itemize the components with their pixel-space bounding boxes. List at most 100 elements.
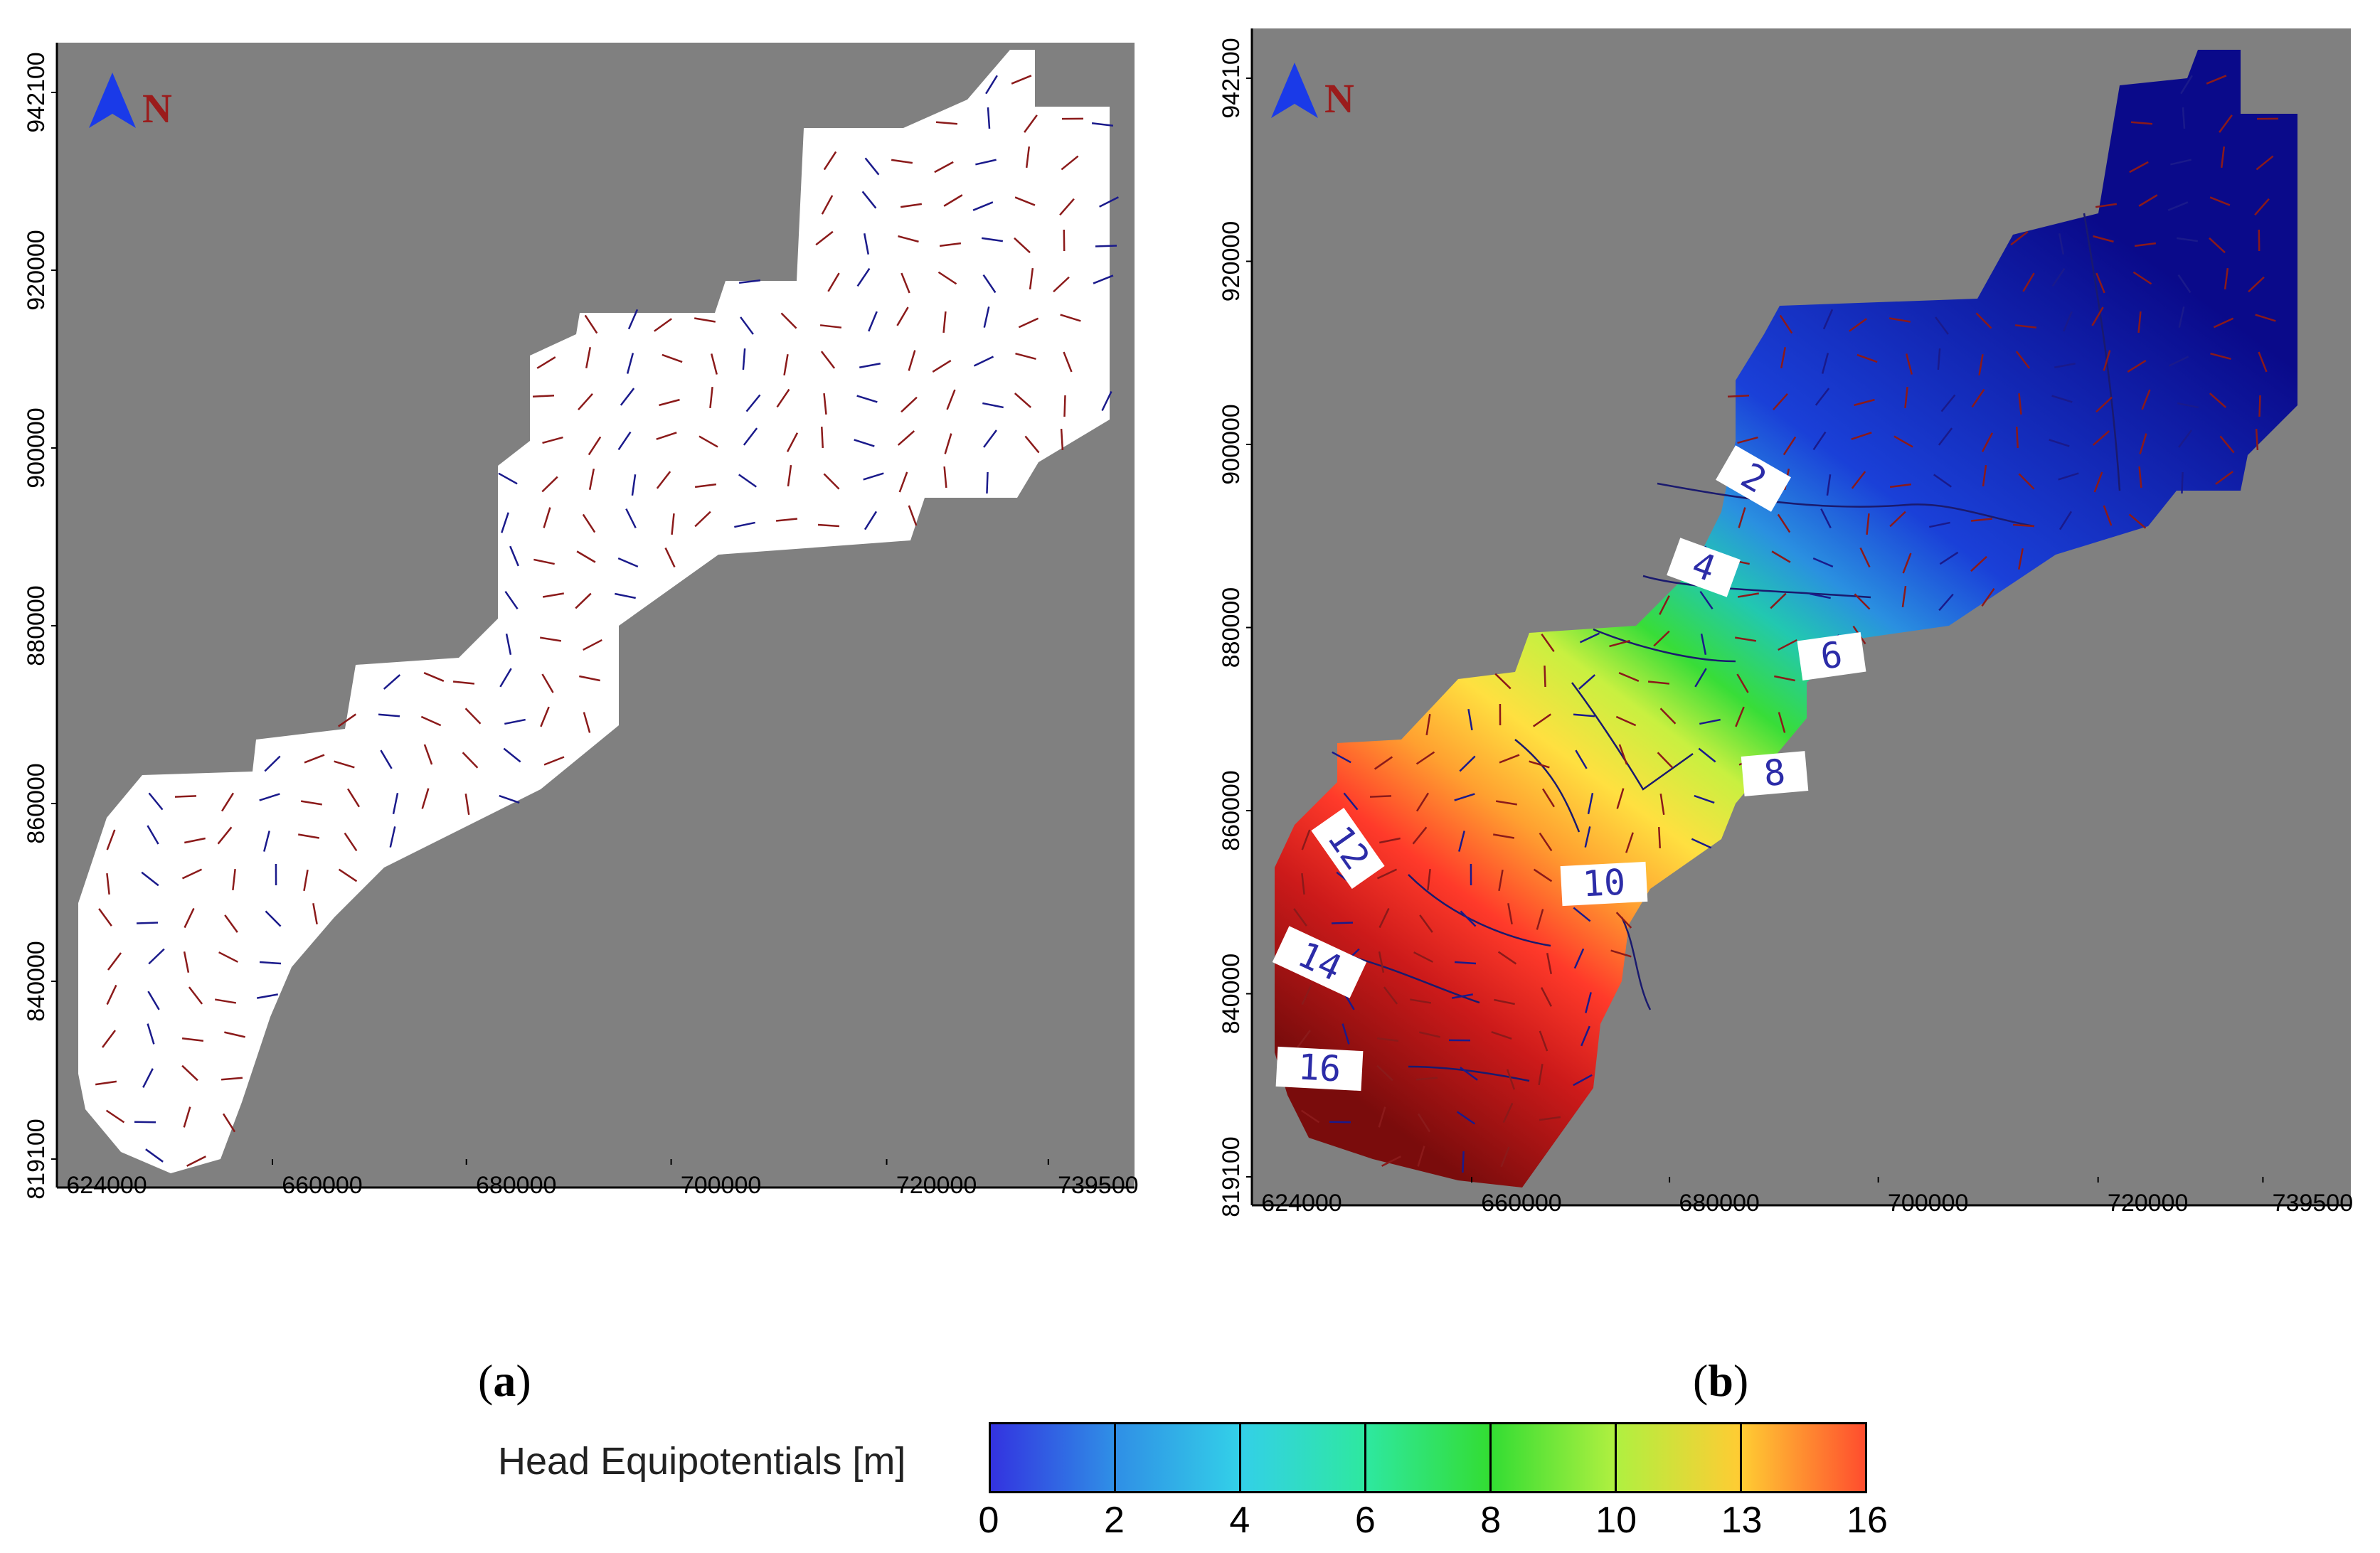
flow-vector (1616, 788, 1625, 809)
flow-vector (864, 511, 878, 530)
flow-vector (98, 908, 112, 927)
flow-vector (532, 395, 555, 397)
y-tick-label: 880000 (23, 585, 50, 666)
flow-vector (939, 242, 962, 247)
flow-vector (1460, 1067, 1478, 1081)
flow-vector (982, 402, 1004, 409)
equipotential-line (1657, 482, 2035, 528)
flow-vector (344, 832, 358, 852)
flow-vector (1859, 547, 1871, 568)
flow-vector (2014, 324, 2037, 329)
y-tick-label: 840000 (1218, 954, 1245, 1034)
flow-vector (462, 752, 479, 769)
flow-vector (1413, 951, 1433, 963)
flow-vector (854, 439, 875, 447)
flow-vector (1500, 1146, 1510, 1168)
flow-vector (1970, 518, 1993, 522)
map-panel-a: 942100 920000 900000 880000 860000 840000 8191… (0, 0, 1152, 1266)
flow-vector (582, 513, 596, 533)
flow-vector (1014, 237, 1031, 254)
flow-vector (1659, 595, 1670, 615)
flow-vector (1735, 706, 1745, 727)
x-tick-label: 660000 (1481, 1190, 1561, 1217)
flow-vector (1851, 471, 1866, 489)
contour-label-4: 4 (1667, 538, 1741, 597)
x-tick-labels-b: 624000 660000 680000 700000 720000 739500 (1251, 1177, 2353, 1217)
flow-vector (583, 639, 602, 651)
flow-vector (1971, 388, 1985, 408)
flow-vector (859, 363, 881, 368)
flow-vector (147, 825, 159, 845)
flow-vector (1734, 636, 1757, 642)
flow-vector (981, 237, 1004, 242)
svg-text:16: 16 (1297, 1046, 1342, 1089)
y-tick-labels-b: 942100 920000 900000 880000 860000 840000 8191… (1218, 38, 1252, 1217)
flow-vector (1412, 826, 1428, 845)
flow-vector (985, 75, 998, 95)
flow-vector (1889, 511, 1906, 528)
flow-vector (1904, 386, 1908, 409)
x-tick-label: 739500 (1058, 1172, 1138, 1199)
flow-vector (107, 952, 122, 971)
flow-vector (2138, 194, 2158, 207)
y-tick-label: 819100 (1218, 1136, 1245, 1217)
map-panel-b: 2 4 6 8 10 12 14 16 942100 920000 900000 880000 860… (1195, 0, 2380, 1266)
flow-vector (900, 203, 923, 208)
flow-vector (944, 433, 952, 454)
flow-vector (1653, 630, 1670, 647)
flow-vector (2224, 267, 2229, 290)
flow-vector (186, 1156, 206, 1167)
flow-vector (1902, 553, 1912, 574)
flow-vector (659, 398, 680, 407)
flow-vector (1938, 427, 1953, 446)
flow-vector (222, 1113, 236, 1133)
flow-vector (1499, 754, 1520, 764)
caption-b: (b) (1693, 1355, 1749, 1406)
legend-tick-label: 2 (1103, 1500, 1125, 1541)
flow-vector (1780, 347, 1787, 368)
flow-vector (2051, 395, 2073, 403)
flow-vector (2206, 75, 2227, 85)
flow-vector (1301, 872, 1305, 895)
y-tick-label: 840000 (23, 941, 50, 1021)
legend-color-cell (1116, 1424, 1241, 1491)
flow-vector (627, 309, 639, 330)
flow-vector (1736, 673, 1749, 693)
flow-vector (346, 788, 361, 808)
flow-vector (1506, 1069, 1516, 1090)
flow-vector (656, 471, 671, 489)
flow-vector (224, 1031, 245, 1038)
y-tick-label: 860000 (1218, 770, 1245, 850)
flow-vector (664, 547, 676, 568)
flow-vector (1467, 709, 1473, 730)
flow-vector (776, 388, 790, 408)
flow-vector (1929, 521, 1950, 528)
flow-vector (1409, 998, 1432, 1004)
flow-vector (1699, 718, 1721, 725)
flow-vector (1538, 1063, 1544, 1086)
flow-vector (1060, 428, 1064, 451)
flow-vector (214, 998, 237, 1004)
flow-vector (2093, 235, 2114, 243)
flow-vector (105, 1109, 125, 1124)
flow-vector (1381, 1156, 1401, 1167)
flow-vector (541, 476, 558, 493)
x-tick-label: 720000 (896, 1172, 977, 1199)
north-arrow-icon (1271, 63, 1318, 118)
legend-color-cell (1617, 1424, 1742, 1491)
flow-vector (232, 868, 236, 891)
equipotential-contours (1337, 213, 2121, 1082)
flow-vector (2177, 274, 2192, 294)
equipotential-line (1571, 682, 1694, 791)
flow-vector (263, 831, 270, 852)
flow-vector (615, 592, 636, 599)
flow-vector (1332, 751, 1351, 764)
flow-vector (2093, 471, 2103, 493)
flow-vector (2170, 159, 2192, 166)
flow-vector (934, 161, 954, 174)
flow-vector (217, 826, 233, 845)
flow-vector (2010, 230, 2029, 246)
flow-vector (1779, 314, 1793, 334)
flow-vector (2132, 271, 2152, 285)
flow-vector (1460, 910, 1477, 927)
